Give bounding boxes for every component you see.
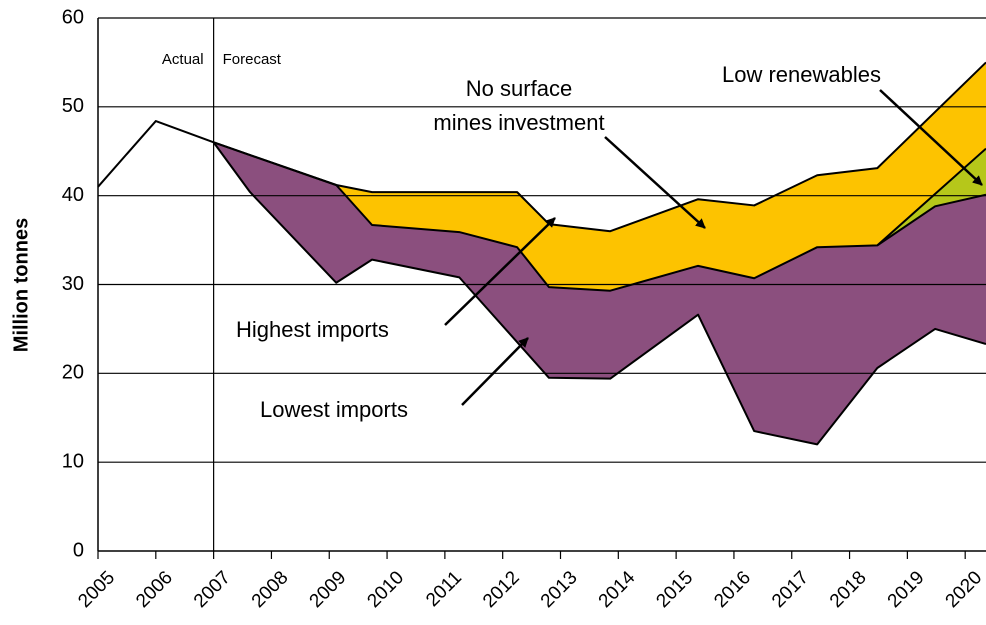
arrow	[604, 136, 706, 229]
arrow	[879, 89, 983, 186]
series-line	[876, 147, 986, 247]
x-tick-label: 2011	[422, 567, 466, 611]
x-tick-label: 2013	[537, 567, 582, 612]
x-tick-label: 2019	[884, 567, 929, 612]
y-tick-label: 40	[62, 184, 84, 206]
series-line	[212, 141, 986, 446]
series-label: No surface mines investment	[433, 76, 605, 135]
area-band	[213, 62, 986, 291]
annotation: Actual	[162, 51, 204, 68]
x-tick-label: 2007	[190, 567, 235, 612]
series-label: Highest imports	[232, 313, 393, 347]
actual-line	[97, 120, 214, 188]
x-tick-label: 2009	[306, 567, 351, 612]
arrow	[444, 217, 556, 326]
series-label: Low renewables	[722, 62, 881, 87]
x-tick-label: 2015	[652, 567, 697, 612]
series-label: Lowest imports	[256, 393, 412, 427]
y-axis-title: Million tonnes	[10, 218, 32, 352]
x-tick-label: 2020	[942, 567, 986, 612]
x-tick-label: 2005	[74, 567, 119, 612]
x-tick-label: 2006	[132, 567, 177, 612]
annotation: Forecast	[223, 51, 282, 68]
y-tick-label: 50	[62, 95, 84, 117]
series-line	[213, 61, 986, 233]
area-band	[213, 142, 986, 445]
x-tick-label: 2018	[826, 567, 871, 612]
y-tick-label: 0	[73, 539, 84, 561]
x-tick-label: 2008	[248, 567, 293, 612]
x-tick-label: 2012	[479, 567, 524, 612]
y-tick-label: 30	[62, 273, 84, 295]
y-tick-label: 60	[62, 6, 84, 28]
x-tick-label: 2016	[710, 567, 755, 612]
y-tick-label: 10	[62, 450, 84, 472]
y-tick-label: 20	[62, 362, 84, 384]
x-tick-label: 2014	[595, 567, 640, 612]
x-tick-label: 2017	[768, 567, 813, 612]
arrow	[461, 337, 529, 406]
x-tick-label: 2010	[363, 567, 408, 612]
